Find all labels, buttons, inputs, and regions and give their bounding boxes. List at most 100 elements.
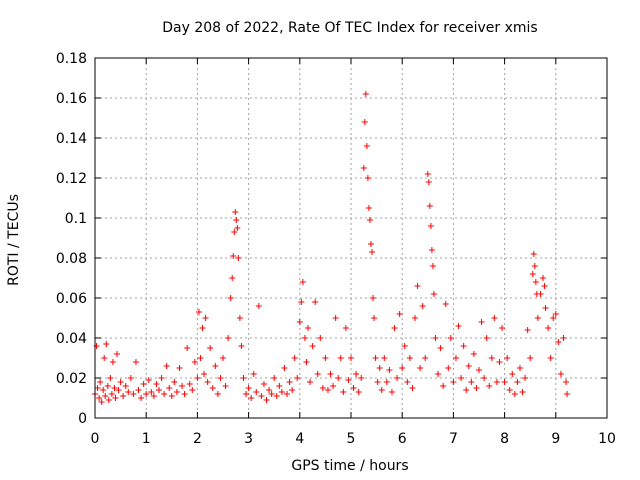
data-point	[138, 395, 145, 401]
data-point	[394, 375, 401, 381]
x-axis-ticks: 0 1 2 3 4 5 6 7 8 9 10	[91, 58, 616, 447]
data-point	[171, 379, 178, 385]
data-point	[527, 355, 534, 361]
data-point	[386, 367, 393, 373]
data-point	[322, 355, 329, 361]
data-point	[156, 387, 162, 393]
data-point	[158, 375, 165, 381]
data-point	[531, 263, 538, 269]
data-point	[524, 327, 531, 333]
data-point	[563, 379, 570, 385]
data-point	[455, 323, 462, 329]
data-point	[234, 225, 241, 231]
data-point	[493, 379, 500, 385]
data-point	[529, 271, 536, 277]
y-tick-label: 0.18	[56, 51, 87, 67]
data-point	[409, 385, 416, 391]
data-point	[153, 381, 160, 387]
data-point	[212, 363, 219, 369]
data-point	[98, 399, 105, 405]
x-axis-label: GPS time / hours	[291, 458, 408, 474]
data-point	[202, 315, 209, 321]
data-point	[401, 343, 408, 349]
x-tick-label: 5	[347, 431, 356, 447]
data-points	[92, 91, 571, 405]
data-point	[271, 375, 278, 381]
data-point	[483, 335, 490, 341]
data-point	[435, 371, 442, 377]
data-point	[232, 209, 239, 215]
data-point	[161, 391, 168, 397]
data-point	[201, 371, 208, 377]
y-axis-ticks: 0 0.02 0.04 0.06 0.08 0.1 0.12 0.14 0.16 0.18	[56, 51, 607, 427]
data-point	[105, 397, 112, 403]
data-point	[425, 179, 432, 185]
data-point	[361, 119, 368, 125]
data-point	[122, 383, 129, 389]
data-point	[289, 387, 296, 393]
data-point	[555, 339, 562, 345]
data-point	[501, 379, 508, 385]
data-point	[363, 143, 370, 149]
data-point	[179, 383, 186, 389]
data-point	[406, 355, 413, 361]
data-point	[342, 325, 349, 331]
data-point	[298, 299, 305, 305]
data-point	[197, 355, 204, 361]
data-point	[488, 355, 495, 361]
data-point	[330, 383, 337, 389]
data-point	[143, 391, 150, 397]
data-point	[291, 355, 298, 361]
x-tick-label: 0	[91, 431, 100, 447]
data-point	[286, 379, 293, 385]
data-point	[465, 363, 472, 369]
data-point	[248, 395, 255, 401]
data-point	[176, 365, 183, 371]
data-point	[317, 335, 324, 341]
data-point	[220, 355, 226, 361]
data-point	[304, 325, 311, 331]
data-point	[166, 385, 173, 391]
data-point	[225, 335, 232, 341]
data-point	[140, 381, 147, 387]
data-point	[332, 315, 339, 321]
x-tick-label: 1	[142, 431, 151, 447]
data-point	[108, 391, 115, 397]
data-point	[399, 365, 406, 371]
data-point	[414, 283, 421, 289]
data-point	[204, 379, 211, 385]
data-point	[368, 249, 375, 255]
y-tick-label: 0	[78, 411, 87, 427]
data-point	[312, 299, 319, 305]
data-point	[370, 295, 377, 301]
data-point	[424, 171, 431, 177]
data-point	[552, 311, 559, 317]
data-point	[499, 325, 506, 331]
data-point	[412, 315, 418, 321]
data-point	[173, 389, 180, 395]
data-point	[440, 383, 447, 389]
data-point	[303, 359, 310, 365]
data-point	[506, 387, 513, 393]
data-point	[419, 303, 426, 309]
data-point	[428, 247, 435, 253]
data-point	[284, 391, 290, 397]
data-point	[148, 389, 155, 395]
data-point	[296, 319, 303, 325]
data-point	[281, 365, 288, 371]
x-tick-label: 8	[500, 431, 509, 447]
data-point	[255, 303, 262, 309]
data-point	[516, 365, 523, 371]
data-point	[229, 275, 236, 281]
data-point	[130, 391, 137, 397]
data-point	[233, 217, 240, 223]
data-point	[362, 91, 369, 97]
data-point	[253, 389, 260, 395]
data-point	[545, 325, 552, 331]
data-point	[168, 393, 175, 399]
data-point	[486, 383, 493, 389]
data-point	[353, 371, 360, 377]
data-point	[374, 379, 381, 385]
data-point	[481, 375, 488, 381]
